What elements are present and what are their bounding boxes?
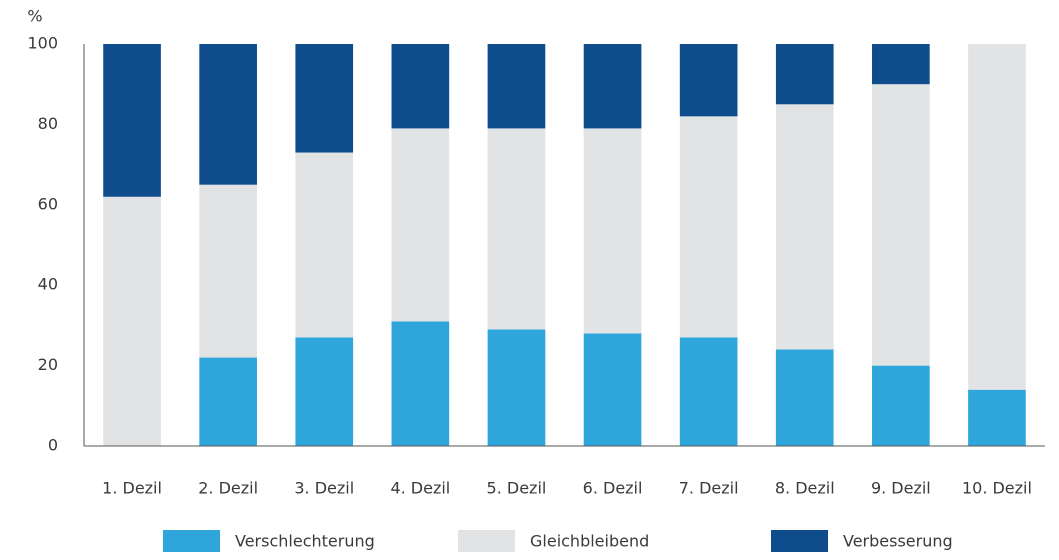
x-tick-label: 8. Dezil: [775, 479, 835, 498]
bar-segment: [199, 357, 257, 446]
bar-segment: [872, 44, 930, 85]
bar-segment: [679, 337, 738, 446]
bar-segment: [968, 44, 1026, 390]
bar-segment: [295, 44, 354, 153]
bar-segment: [968, 389, 1026, 446]
y-tick-label: 20: [38, 355, 58, 374]
bar-segment: [295, 337, 354, 446]
y-tick-label: 40: [38, 275, 58, 294]
x-tick-label: 10. Dezil: [962, 479, 1032, 498]
legend-label: Gleichbleibend: [530, 532, 649, 551]
y-tick-label: 60: [38, 194, 58, 213]
bar-segment: [487, 128, 546, 330]
x-tick-label: 5. Dezil: [487, 479, 547, 498]
bar-segment: [872, 84, 930, 366]
x-tick-label: 7. Dezil: [679, 479, 739, 498]
y-axis-label: %: [27, 7, 42, 26]
bar-segment: [583, 128, 642, 334]
bar-segment: [775, 104, 834, 350]
bar-segment: [103, 44, 161, 197]
bar-segment: [391, 44, 450, 129]
legend-label: Verschlechterung: [235, 532, 375, 551]
bar-segment: [679, 44, 738, 117]
x-tick-label: 9. Dezil: [871, 479, 931, 498]
y-tick-label: 100: [27, 34, 58, 53]
bar-segment: [487, 44, 546, 129]
legend-swatch: [163, 530, 220, 552]
x-tick-label: 4. Dezil: [390, 479, 450, 498]
legend-label: Verbesserung: [843, 532, 953, 551]
y-tick-label: 80: [38, 114, 58, 133]
bar-segment: [872, 365, 930, 446]
x-tick-label: 6. Dezil: [583, 479, 643, 498]
bar-segment: [775, 349, 834, 446]
bar-segment: [295, 152, 354, 338]
bar-segment: [583, 333, 642, 446]
bar-segment: [487, 329, 546, 446]
x-tick-label: 1. Dezil: [102, 479, 162, 498]
legend-swatch: [771, 530, 828, 552]
legend-swatch: [458, 530, 515, 552]
bar-segment: [391, 128, 450, 322]
bar-segment: [775, 44, 834, 105]
bar-segment: [103, 196, 161, 446]
bar-segment: [583, 44, 642, 129]
bar-segment: [679, 116, 738, 338]
x-tick-label: 2. Dezil: [198, 479, 258, 498]
x-tick-label: 3. Dezil: [294, 479, 354, 498]
bar-segment: [199, 184, 257, 358]
y-tick-label: 0: [48, 436, 58, 455]
bar-segment: [199, 44, 257, 185]
bar-segment: [391, 321, 450, 446]
